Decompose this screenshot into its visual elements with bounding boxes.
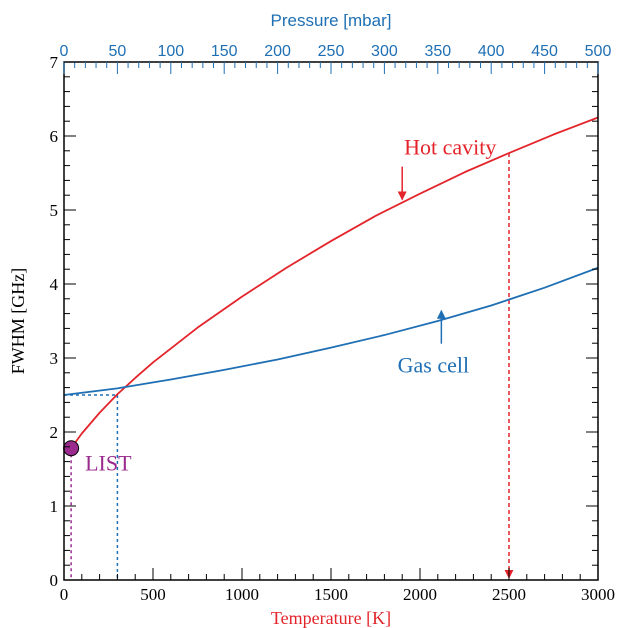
top-tick-label: 200 [264,43,291,60]
x-axis-title: Temperature [K] [271,608,391,628]
top-tick-label: 150 [211,43,238,60]
y-tick-label: 1 [50,497,59,516]
annotations: Hot cavity Gas cell LIST [85,135,496,476]
top-tick-label: 100 [157,43,184,60]
y-tick-label: 6 [50,127,59,146]
x-axis-tick-labels: 0 500 1000 1500 2000 2500 3000 [60,585,615,604]
hot-cavity-line [70,116,599,449]
top-tick-label: 450 [531,43,558,60]
x-tick-label: 3000 [581,585,615,604]
y-tick-label: 5 [50,201,59,220]
y-tick-label: 2 [50,423,59,442]
x-tick-label: 0 [60,585,69,604]
top-tick-label: 500 [585,43,612,60]
x-tick-label: 500 [140,585,166,604]
axis-ticks [63,61,599,581]
plot-frame [63,61,599,581]
top-axis-title: Pressure [mbar] [271,11,392,30]
top-tick-label: 0 [60,43,69,60]
x-tick-label: 2000 [403,585,437,604]
top-tick-label: 350 [424,43,451,60]
gas-cell-line [63,266,599,396]
top-tick-label: 50 [109,43,127,60]
reference-lines [64,153,514,580]
y-tick-label: 0 [50,571,59,590]
x-tick-label: 2500 [492,585,526,604]
top-axis-tick-labels: 0 50 100 150 200 250 300 350 400 450 500 [60,43,612,60]
y-tick-label: 7 [50,53,59,72]
gas-cell-label: Gas cell [398,353,469,378]
series-lines [63,116,599,449]
list-label: LIST [85,450,132,475]
x-tick-label: 1000 [225,585,259,604]
y-axis-title: FWHM [GHz] [8,268,28,374]
y-tick-label: 3 [50,349,59,368]
markers [63,440,80,457]
y-axis-tick-labels: 0 1 2 3 4 5 6 7 [50,53,59,590]
top-tick-label: 250 [318,43,345,60]
top-tick-label: 300 [371,43,398,60]
y-tick-label: 4 [50,275,59,294]
list-marker [63,440,80,457]
top-tick-label: 400 [478,43,505,60]
x-tick-label: 1500 [314,585,348,604]
hot-cavity-label: Hot cavity [404,135,496,160]
